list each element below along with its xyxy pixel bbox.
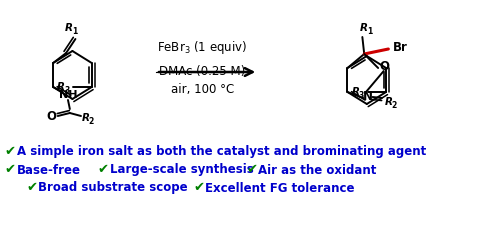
Text: Base-free: Base-free bbox=[16, 163, 80, 176]
Text: ✔: ✔ bbox=[193, 182, 204, 195]
Text: 2: 2 bbox=[392, 101, 396, 110]
Text: R: R bbox=[384, 97, 392, 107]
Text: DMAc (0.25 M): DMAc (0.25 M) bbox=[160, 65, 246, 78]
Text: N: N bbox=[363, 90, 373, 103]
Text: R: R bbox=[57, 82, 65, 92]
Text: Air as the oxidant: Air as the oxidant bbox=[258, 163, 376, 176]
Text: 1: 1 bbox=[72, 27, 77, 37]
Text: 3: 3 bbox=[64, 86, 70, 95]
Text: Large-scale synthesis: Large-scale synthesis bbox=[110, 163, 254, 176]
Text: A simple iron salt as both the catalyst and brominating agent: A simple iron salt as both the catalyst … bbox=[16, 146, 426, 159]
Text: R: R bbox=[65, 23, 73, 33]
Text: ✔: ✔ bbox=[4, 146, 16, 159]
Text: air, 100 °C: air, 100 °C bbox=[171, 84, 234, 97]
Text: ✔: ✔ bbox=[246, 163, 257, 176]
Text: R: R bbox=[82, 113, 90, 123]
Text: Br: Br bbox=[393, 41, 408, 54]
Text: FeBr$_3$ (1 equiv): FeBr$_3$ (1 equiv) bbox=[158, 39, 248, 57]
Text: NH: NH bbox=[58, 90, 77, 100]
Text: 3: 3 bbox=[358, 91, 364, 100]
Text: ✔: ✔ bbox=[26, 182, 37, 195]
Text: 1: 1 bbox=[367, 27, 372, 37]
Text: ✔: ✔ bbox=[4, 163, 16, 176]
Text: Excellent FG tolerance: Excellent FG tolerance bbox=[205, 182, 354, 195]
Text: R: R bbox=[352, 87, 360, 97]
Text: O: O bbox=[46, 110, 56, 123]
Text: Broad substrate scope: Broad substrate scope bbox=[38, 182, 188, 195]
Text: R: R bbox=[360, 23, 368, 33]
Text: O: O bbox=[380, 60, 390, 73]
Text: 2: 2 bbox=[88, 117, 94, 126]
Text: ✔: ✔ bbox=[98, 163, 108, 176]
